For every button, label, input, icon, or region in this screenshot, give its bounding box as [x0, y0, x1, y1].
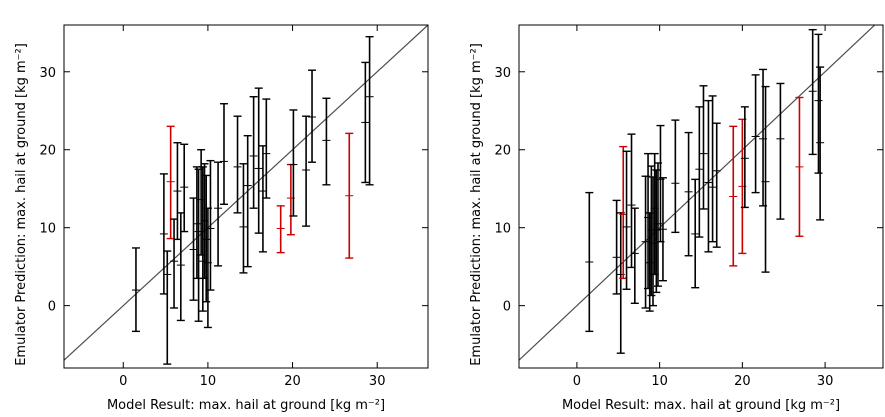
errorbar-27: [740, 106, 749, 209]
errorbar-35: [816, 66, 825, 221]
errorbar-19: [233, 115, 242, 214]
errorbar-21: [699, 85, 708, 210]
errorbar-1: [612, 199, 621, 295]
y-tick-label: 10: [39, 222, 56, 237]
errorbar-24: [258, 145, 267, 253]
errorbar-34: [365, 35, 374, 186]
x-tick-label: 0: [573, 374, 581, 389]
errorbar-22: [704, 99, 713, 253]
errorbar-21: [243, 134, 252, 268]
errorbar-30: [761, 85, 770, 273]
right-chart-panel: 0 10 20 30 0 10 20 30 Model Result: max. hail at…: [469, 24, 884, 413]
x-axis-label: Model Result: max. hail at ground [kg m⁻…: [562, 398, 840, 413]
errorbar-30: [308, 69, 317, 163]
x-tick-label: 10: [200, 374, 217, 389]
errorbar-31: [776, 82, 785, 220]
y-tick-label: 10: [494, 222, 511, 237]
errorbar-23: [254, 87, 263, 234]
y-tick-label: 30: [494, 66, 511, 81]
y-axis-label: Emulator Prediction: max. hail at ground…: [14, 43, 29, 366]
outlier-errorbar-25: [729, 125, 738, 267]
errorbar-20: [239, 163, 248, 274]
y-tick-label: 20: [39, 144, 56, 159]
y-tick-label: 0: [503, 300, 511, 315]
errorbar-11: [649, 176, 658, 307]
errorbar-33: [808, 28, 817, 156]
identity-line: [519, 25, 876, 362]
x-tick-label: 0: [119, 374, 127, 389]
x-tick-label: 30: [369, 374, 386, 389]
errorbar-6: [630, 207, 639, 304]
errorbar-4: [622, 150, 631, 290]
errorbar-0: [131, 247, 140, 333]
y-tick-label: 0: [48, 300, 56, 315]
axes-frame: [63, 24, 429, 369]
errorbar-31: [322, 97, 331, 186]
x-tick-label: 10: [651, 374, 668, 389]
x-tick-label: 20: [284, 374, 301, 389]
errorbar-17: [671, 119, 680, 234]
x-tick-label: 30: [817, 374, 834, 389]
errorbar-20: [695, 106, 704, 238]
errorbar-6: [176, 212, 185, 322]
errorbar-22: [249, 96, 258, 209]
errorbar-18: [684, 131, 693, 257]
errorbar-33: [361, 61, 370, 184]
plot-area: [64, 25, 428, 365]
errorbar-14: [202, 174, 211, 303]
errorbar-28: [289, 109, 298, 217]
plot-area: [519, 25, 876, 362]
errorbar-18: [219, 103, 228, 205]
axes-frame: [518, 24, 884, 369]
left-chart-panel: 0 10 20 30 0 10 20 30 Model Result: max. hail at…: [14, 24, 429, 413]
outlier-errorbar-32: [795, 96, 804, 237]
errorbar-28: [751, 74, 760, 194]
errorbar-25: [262, 98, 271, 199]
x-tick-label: 20: [734, 374, 751, 389]
errorbar-24: [712, 122, 721, 248]
outlier-errorbar-32: [345, 132, 354, 259]
errorbar-23: [708, 95, 717, 243]
y-tick-label: 20: [494, 144, 511, 159]
outlier-errorbar-26: [276, 205, 285, 254]
errorbar-14: [653, 162, 662, 287]
errorbar-13: [652, 169, 661, 294]
outlier-errorbar-26: [738, 118, 747, 255]
errorbar-2: [163, 250, 172, 365]
y-axis-label: Emulator Prediction: max. hail at ground…: [469, 43, 484, 366]
y-tick-label: 30: [39, 66, 56, 81]
errorbar-16: [658, 177, 667, 282]
errorbar-19: [691, 178, 700, 289]
errorbar-7: [180, 143, 189, 233]
errorbar-29: [302, 115, 311, 227]
x-axis-label: Model Result: max. hail at ground [kg m⁻…: [107, 398, 385, 413]
errorbar-17: [214, 161, 223, 267]
errorbar-34: [814, 33, 823, 174]
errorbar-16: [206, 159, 215, 291]
errorbar-9: [192, 166, 201, 280]
errorbar-0: [585, 191, 594, 333]
